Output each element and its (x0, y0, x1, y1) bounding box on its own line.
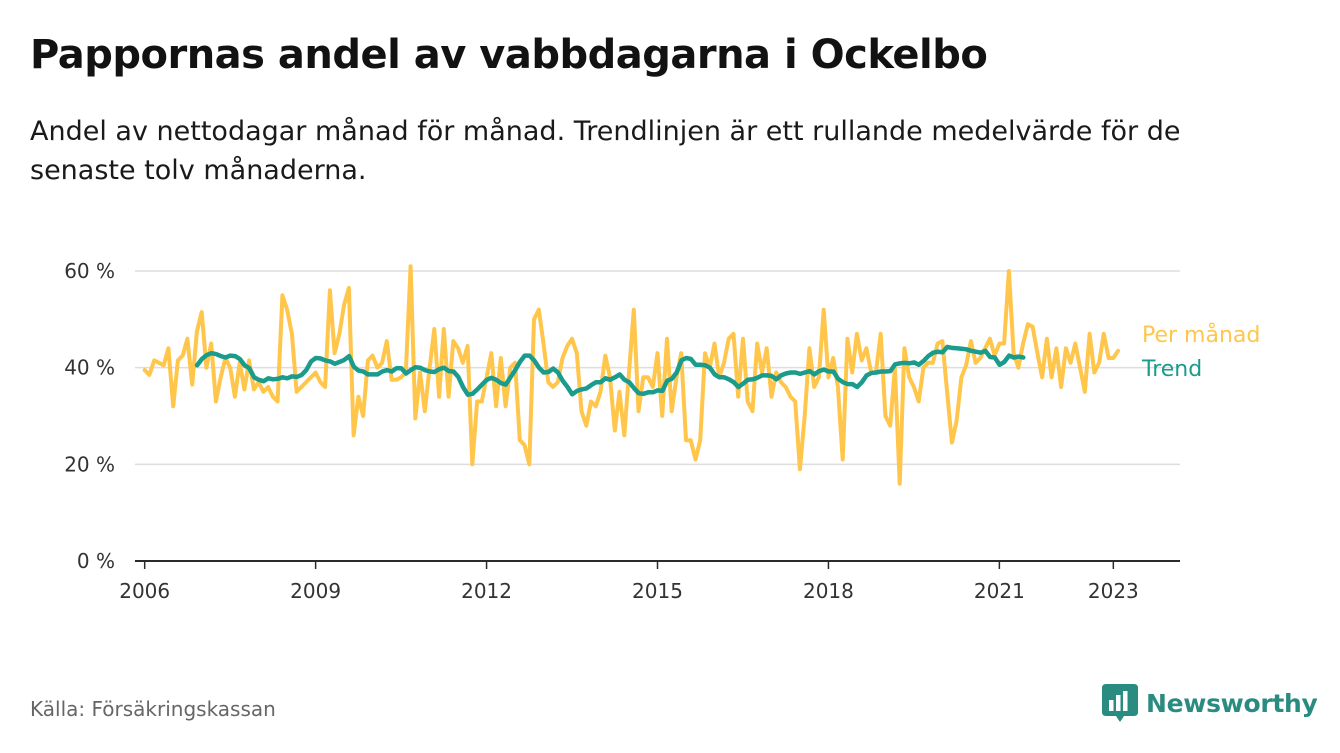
source-note: Källa: Försäkringskassan (30, 697, 276, 721)
y-tick-label: 60 % (64, 259, 115, 283)
x-tick-label: 2021 (974, 579, 1025, 603)
x-tick-label: 2018 (803, 579, 854, 603)
line-chart: 0 % 20 % 40 % 60 % 2006 2009 2012 2015 2018 2021… (64, 259, 1260, 603)
newsworthy-chart-icon (1102, 684, 1138, 722)
series-line-per-manad (142, 264, 1121, 486)
x-tick-label: 2009 (290, 579, 341, 603)
y-axis-ticks: 0 % 20 % 40 % 60 % (64, 259, 115, 573)
y-tick-label: 0 % (77, 549, 115, 573)
x-axis-ticks: 2006 2009 2012 2015 2018 2021 2023 (119, 561, 1139, 603)
x-tick-label: 2006 (119, 579, 170, 603)
x-tick-label: 2023 (1088, 579, 1139, 603)
y-tick-label: 40 % (64, 356, 115, 380)
series-lines (142, 264, 1121, 486)
series-line-trend (194, 344, 1026, 397)
chart-title: Pappornas andel av vabbdagarna i Ockelbo (30, 32, 988, 78)
newsworthy-logo: Newsworthy (1102, 684, 1318, 722)
chart-subtitle: Andel av nettodagar månad för månad. Tre… (30, 116, 1181, 186)
x-tick-label: 2012 (461, 579, 512, 603)
legend-label-trend: Trend (1141, 357, 1202, 382)
legend-label-per-manad: Per månad (1142, 322, 1260, 348)
brand-name: Newsworthy (1146, 688, 1318, 718)
x-tick-label: 2015 (632, 579, 683, 603)
y-tick-label: 20 % (64, 452, 115, 476)
